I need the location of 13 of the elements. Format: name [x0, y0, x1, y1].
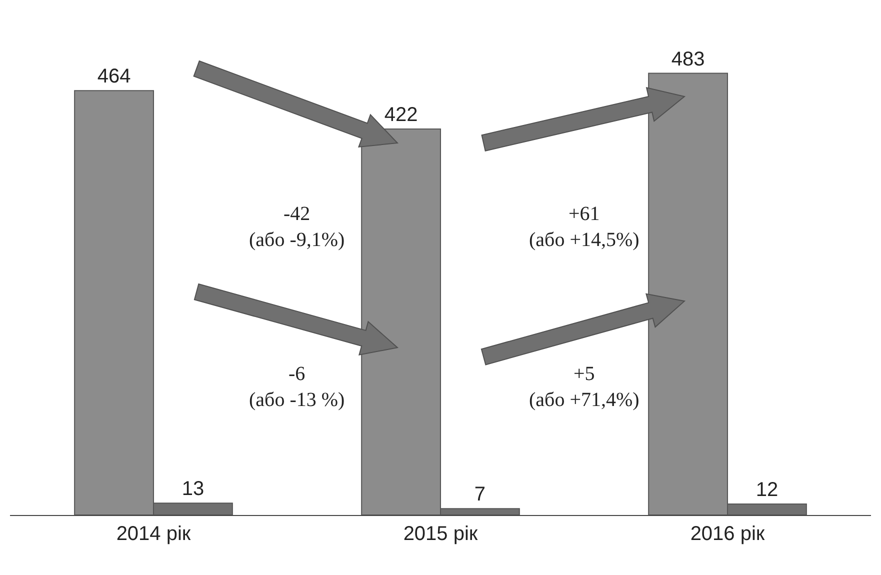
annotation: -6 (або -13 %): [249, 363, 345, 411]
data-label: 12: [756, 479, 778, 502]
data-label: 7: [474, 484, 486, 506]
data-label: 13: [182, 478, 204, 500]
data-label: 422: [384, 104, 418, 126]
data-label: 464: [97, 66, 131, 88]
data-label: 483: [671, 48, 705, 70]
annotation: -42 (або -9,1%): [249, 203, 345, 251]
x-tick-label: 2015 рік: [403, 523, 478, 545]
x-tick-label: 2016 рік: [690, 523, 765, 545]
annotation: +61 (або +14,5%): [529, 203, 640, 251]
annotation: +5 (або +71,4%): [529, 363, 640, 411]
x-tick-label: 2014 рік: [116, 523, 191, 545]
